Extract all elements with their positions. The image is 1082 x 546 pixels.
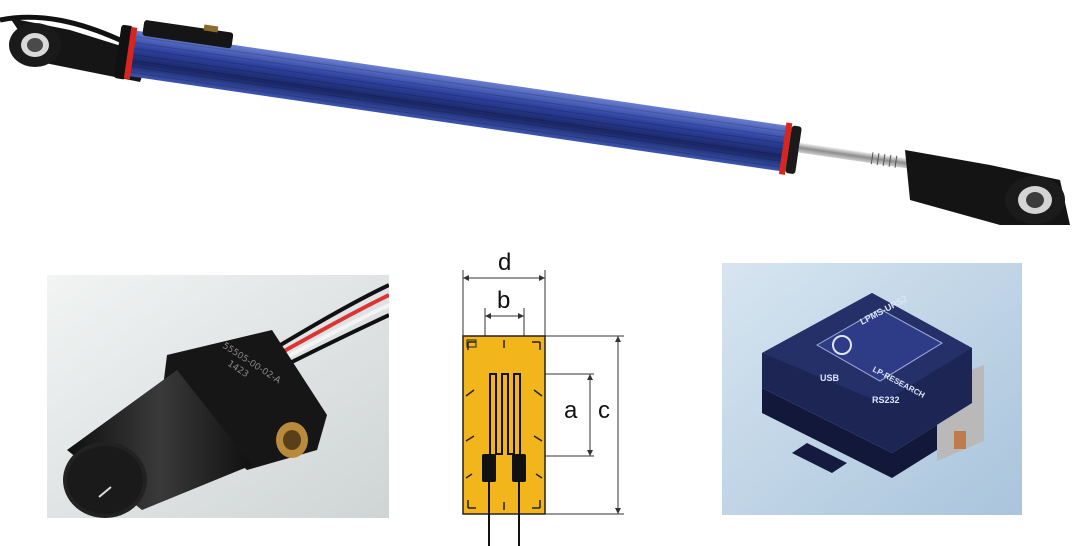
label-d: d: [498, 249, 511, 276]
sensor-tube: [114, 20, 909, 175]
left-rod-end: [9, 18, 150, 82]
angle-sensor-photo: 55505-00-02-A 1423: [47, 275, 389, 518]
linear-potentiometer-photo: [0, 0, 1082, 232]
label-a: a: [564, 397, 578, 424]
gauge-backing: [462, 335, 546, 515]
red-ring-left: [123, 26, 138, 80]
label-c: c: [598, 397, 610, 424]
right-rod-end: [905, 150, 1070, 225]
label-usb: USB: [820, 373, 840, 383]
label-rs232: RS232: [872, 395, 900, 405]
imu-module-photo: LPMS-URS2 LP-RESEARCH USB RS232: [722, 263, 1022, 515]
label-b: b: [497, 287, 510, 314]
red-ring-right: [778, 122, 793, 175]
gauge-grid: [489, 373, 521, 455]
strain-gauge-diagram: d b a c: [452, 246, 632, 546]
